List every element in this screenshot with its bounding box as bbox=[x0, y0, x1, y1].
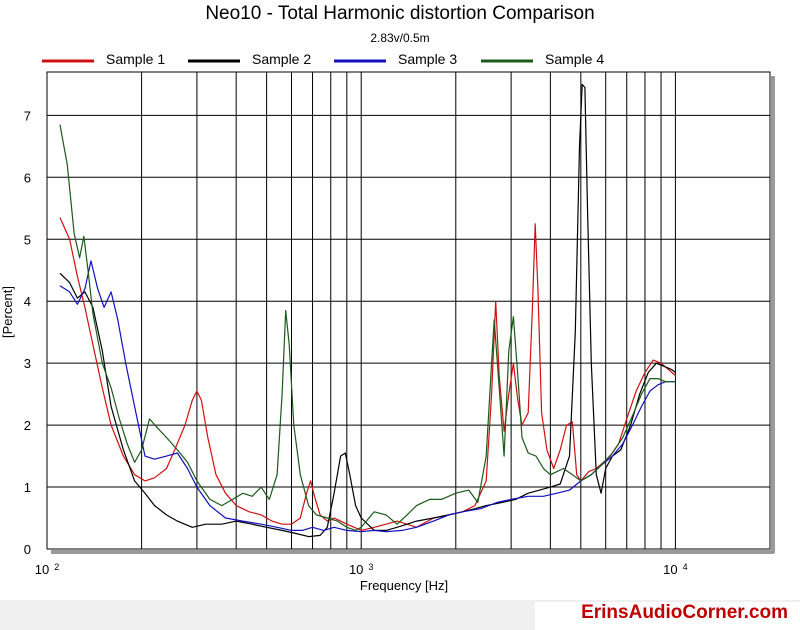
y-tick-label: 2 bbox=[24, 418, 31, 433]
x-tick-exponent: 4 bbox=[683, 562, 688, 572]
legend: Sample 1 Sample 2 Sample 3 Sample 4 bbox=[42, 51, 604, 67]
y-tick-label: 0 bbox=[24, 542, 31, 557]
series-line-2 bbox=[59, 83, 676, 538]
x-tick-label: 10 2 bbox=[35, 562, 59, 577]
plot-border bbox=[46, 71, 771, 550]
plot-shadow-right bbox=[771, 76, 775, 553]
x-tick-base: 10 bbox=[35, 562, 49, 577]
y-tick-label: 1 bbox=[24, 480, 31, 495]
series-line-1 bbox=[59, 217, 676, 531]
chart-subtitle: 2.83v/0.5m bbox=[370, 31, 429, 45]
plot-shadow-bottom bbox=[51, 550, 774, 554]
plot-background bbox=[47, 72, 770, 549]
y-axis-label: [Percent] bbox=[0, 286, 15, 338]
legend-label-1: Sample 1 bbox=[106, 51, 165, 67]
x-tick-label: 10 3 bbox=[349, 562, 373, 577]
y-tick-label: 7 bbox=[24, 108, 31, 123]
series-line-4 bbox=[59, 124, 676, 531]
x-tick-label: 10 4 bbox=[663, 562, 687, 577]
x-tick-base: 10 bbox=[349, 562, 363, 577]
y-tick-label: 5 bbox=[24, 232, 31, 247]
legend-label-3: Sample 3 bbox=[398, 51, 457, 67]
legend-label-4: Sample 4 bbox=[545, 51, 604, 67]
y-tick-label: 6 bbox=[24, 170, 31, 185]
brand-watermark: ErinsAudioCorner.com bbox=[581, 602, 788, 623]
x-tick-exponent: 3 bbox=[368, 562, 373, 572]
chart-title: Neo10 - Total Harmonic distortion Compar… bbox=[205, 3, 594, 24]
plot-area: 0 1 2 3 4 5 6 7 10 2 10 3 10 4 bbox=[24, 71, 775, 577]
legend-label-2: Sample 2 bbox=[252, 51, 311, 67]
x-axis-label: Frequency [Hz] bbox=[360, 578, 448, 593]
x-tick-exponent: 2 bbox=[54, 562, 59, 572]
x-tick-base: 10 bbox=[663, 562, 677, 577]
brand-box bbox=[535, 602, 800, 630]
y-tick-label: 3 bbox=[24, 356, 31, 371]
y-tick-label: 4 bbox=[24, 294, 31, 309]
chart: Neo10 - Total Harmonic distortion Compar… bbox=[0, 3, 775, 593]
